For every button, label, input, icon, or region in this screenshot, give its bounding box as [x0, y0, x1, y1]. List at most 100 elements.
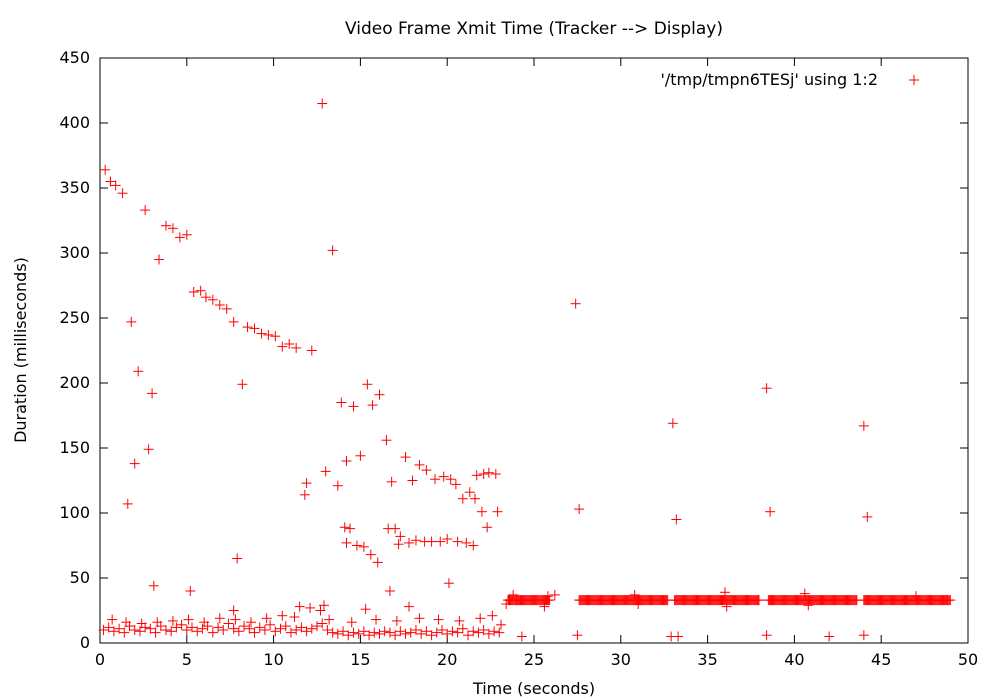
data-point [410, 535, 421, 546]
data-point [431, 627, 442, 638]
data-point [270, 331, 281, 342]
x-tick-label: 20 [437, 650, 457, 669]
data-point [140, 205, 151, 216]
data-point [372, 557, 383, 568]
data-point [336, 397, 347, 408]
data-point [277, 610, 288, 621]
data-point [167, 223, 178, 234]
data-point [237, 379, 248, 390]
data-point [167, 615, 178, 626]
data-point [129, 458, 140, 469]
data-point [228, 316, 239, 327]
data-point [214, 613, 225, 624]
data-point [103, 622, 114, 633]
data-point [134, 626, 145, 637]
data-point [753, 595, 764, 606]
data-point [263, 329, 274, 340]
data-point [228, 605, 239, 616]
data-point [100, 164, 111, 175]
data-point [824, 631, 835, 642]
data-point [143, 444, 154, 455]
data-point [246, 617, 257, 628]
data-point [254, 622, 265, 633]
data-point [516, 631, 527, 642]
data-point [291, 342, 302, 353]
data-point [391, 615, 402, 626]
x-tick-label: 25 [524, 650, 544, 669]
y-axis-label: Duration (milliseconds) [11, 257, 30, 443]
axis-ticks: 0 5 10 15 20 25 30 35 40 45 50 0 50 100 150 200 250 300 35… [59, 48, 978, 669]
data-point [384, 627, 395, 638]
data-point [327, 627, 338, 638]
data-point [176, 619, 187, 630]
data-point [365, 549, 376, 560]
x-tick-label: 5 [182, 650, 192, 669]
data-point [148, 580, 159, 591]
data-point [445, 474, 456, 485]
data-point [294, 601, 305, 612]
data-point [108, 626, 119, 637]
data-point [317, 618, 328, 629]
data-point [299, 489, 310, 500]
data-point [490, 469, 501, 479]
data-point [404, 601, 415, 612]
data-point [489, 626, 500, 637]
data-point [199, 617, 210, 628]
y-tick-label: 50 [70, 568, 90, 587]
data-point [261, 613, 272, 624]
data-point [457, 493, 468, 504]
data-point [121, 617, 132, 628]
data-point [117, 188, 128, 199]
data-point [468, 540, 479, 551]
data-point [395, 626, 406, 637]
data-point [858, 420, 869, 431]
data-point [381, 435, 392, 446]
data-point [256, 328, 267, 339]
data-point [390, 523, 401, 534]
data-point [475, 613, 486, 624]
data-point [478, 625, 489, 635]
data-point [355, 450, 366, 461]
data-point [438, 471, 449, 482]
data-point [487, 610, 498, 621]
data-point [457, 623, 468, 634]
data-point [358, 626, 369, 637]
y-tick-label: 300 [59, 243, 90, 262]
data-point [549, 589, 560, 600]
data-point [367, 400, 378, 411]
data-point [483, 467, 494, 478]
data-points [98, 98, 956, 642]
data-point [454, 615, 465, 626]
legend: '/tmp/tmpn6TESj' using 1:2 [660, 70, 919, 89]
data-point [145, 623, 156, 634]
data-point [207, 294, 218, 305]
data-point [214, 300, 225, 310]
data-point [667, 418, 678, 429]
data-point [239, 621, 250, 632]
x-tick-label: 40 [784, 650, 804, 669]
data-point [442, 534, 453, 544]
data-point [280, 621, 291, 632]
x-tick-label: 15 [350, 650, 370, 669]
data-point [348, 401, 359, 412]
data-point [430, 474, 441, 485]
data-point [426, 630, 437, 641]
data-point [277, 341, 288, 352]
data-point [473, 627, 484, 638]
data-point [332, 480, 343, 491]
data-point [433, 614, 444, 625]
data-point [174, 232, 185, 243]
data-point [270, 626, 281, 637]
data-point [574, 504, 585, 515]
data-point [471, 470, 482, 481]
data-point [129, 625, 140, 635]
data-point [221, 303, 232, 314]
legend-marker [909, 75, 919, 85]
data-point [435, 536, 446, 547]
data-point [386, 476, 397, 487]
data-point [296, 622, 307, 633]
data-point [360, 604, 371, 615]
data-point [344, 523, 355, 534]
data-point [447, 626, 458, 637]
data-point [230, 614, 241, 625]
